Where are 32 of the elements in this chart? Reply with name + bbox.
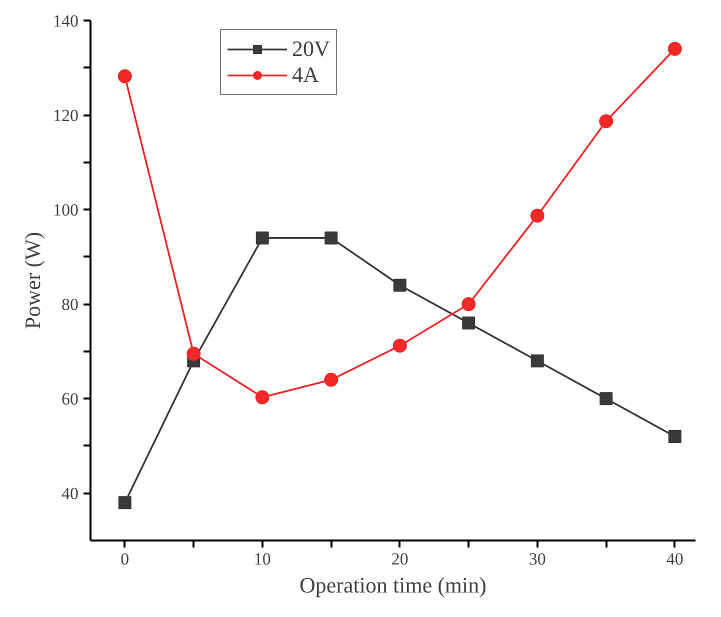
point: [600, 392, 613, 406]
point: [393, 278, 406, 292]
point: [668, 42, 682, 56]
legend-label: 20V: [292, 36, 330, 62]
y-tick-label: 60: [62, 390, 78, 409]
point: [324, 231, 338, 244]
point: [530, 208, 544, 223]
x-tick-label: 20: [391, 550, 408, 568]
point: [324, 372, 338, 387]
y-tick-label: 80: [62, 295, 78, 314]
point: [256, 231, 269, 244]
point: [530, 354, 544, 368]
y-tick-label: 120: [53, 106, 78, 126]
point: [668, 430, 682, 443]
point: [392, 338, 407, 353]
point: [255, 390, 270, 404]
x-tick-label: 30: [528, 550, 546, 568]
legend-label: 4A: [292, 62, 319, 88]
y-tick-label: 40: [62, 484, 78, 504]
x-axis-title: Operation time (min): [300, 572, 486, 598]
y-tick-label: 140: [53, 12, 78, 30]
y-tick-label: 100: [53, 200, 78, 220]
y-axis-title: Power (W): [20, 232, 45, 330]
point: [118, 496, 132, 510]
point: [462, 297, 476, 312]
point: [599, 114, 614, 128]
point: [186, 346, 201, 361]
point: [118, 69, 132, 84]
x-tick-label: 40: [666, 550, 684, 568]
x-tick-label: 10: [254, 550, 271, 568]
x-tick-label: 0: [120, 550, 130, 568]
point: [462, 316, 476, 330]
